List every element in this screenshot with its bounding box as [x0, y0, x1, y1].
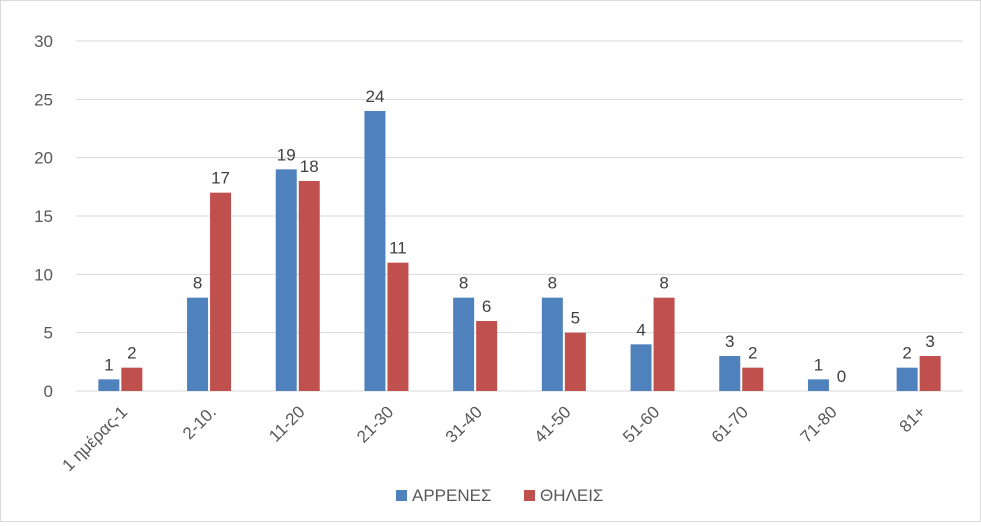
x-tick-label: 61-70 — [708, 402, 752, 446]
bar-female — [742, 367, 764, 391]
x-tick-label: 81+ — [896, 402, 930, 436]
y-tick-label: 10 — [34, 265, 53, 284]
y-axis-ticks: 0 5 10 15 20 25 30 — [34, 32, 53, 401]
y-tick-label: 20 — [34, 149, 53, 168]
data-label: 8 — [548, 274, 557, 293]
bar-male — [807, 379, 829, 391]
bar-male — [541, 297, 563, 391]
data-label: 1 — [814, 355, 823, 374]
data-label: 6 — [482, 297, 491, 316]
data-label: 8 — [659, 274, 668, 293]
data-label: 18 — [300, 157, 319, 176]
y-tick-label: 5 — [44, 324, 53, 343]
bar-male — [896, 367, 918, 391]
x-tick-label: 41-50 — [530, 402, 574, 446]
x-tick-label: 11-20 — [265, 402, 308, 445]
bar-female — [121, 367, 143, 391]
bar-female — [919, 356, 941, 391]
x-tick-label: 1 ημέρας-1 — [58, 402, 131, 475]
data-label: 2 — [902, 344, 911, 363]
x-tick-label: 2-10. — [179, 402, 220, 443]
bar-male — [630, 344, 652, 391]
gridlines — [76, 40, 963, 392]
bar-male — [275, 169, 297, 391]
legend-swatch — [396, 490, 407, 501]
data-label: 19 — [277, 145, 296, 164]
x-tick-label: 21-30 — [353, 402, 397, 446]
bars — [98, 111, 941, 391]
y-tick-label: 30 — [34, 32, 53, 51]
bar-female — [653, 297, 675, 391]
data-label: 17 — [211, 169, 230, 188]
data-label: 2 — [127, 344, 136, 363]
bar-female — [298, 181, 320, 391]
data-label: 3 — [725, 332, 734, 351]
data-label: 4 — [636, 320, 645, 339]
x-tick-label: 71-80 — [797, 402, 841, 446]
bar-female — [387, 262, 409, 391]
data-label: 8 — [459, 274, 468, 293]
data-label: 3 — [925, 332, 934, 351]
data-label: 8 — [193, 274, 202, 293]
y-tick-label: 0 — [44, 382, 53, 401]
legend-label: ΑΡΡΕΝΕΣ — [412, 486, 491, 505]
x-axis-ticks: 1 ημέρας-1 2-10. 11-20 21-30 31-40 41-50 51-60… — [58, 402, 929, 475]
bar-female — [476, 321, 498, 391]
data-label: 11 — [389, 239, 407, 258]
data-label: 1 — [104, 355, 113, 374]
bar-female — [564, 332, 586, 391]
data-label: 0 — [837, 367, 846, 386]
legend-swatch — [524, 490, 535, 501]
x-tick-label: 31-40 — [442, 402, 486, 446]
data-label: 5 — [571, 309, 580, 328]
legend-label: ΘΗΛΕΙΣ — [540, 486, 603, 505]
data-label: 2 — [748, 344, 757, 363]
legend: ΑΡΡΕΝΕΣ ΘΗΛΕΙΣ — [396, 486, 603, 505]
y-tick-label: 15 — [34, 207, 53, 226]
data-label: 24 — [365, 87, 384, 106]
bar-male — [187, 297, 209, 391]
bar-male — [364, 111, 386, 391]
y-tick-label: 25 — [34, 90, 53, 109]
bar-male — [98, 379, 120, 391]
x-tick-label: 51-60 — [619, 402, 663, 446]
bar-female — [210, 192, 232, 391]
bar-male — [719, 356, 741, 391]
bar-male — [453, 297, 475, 391]
